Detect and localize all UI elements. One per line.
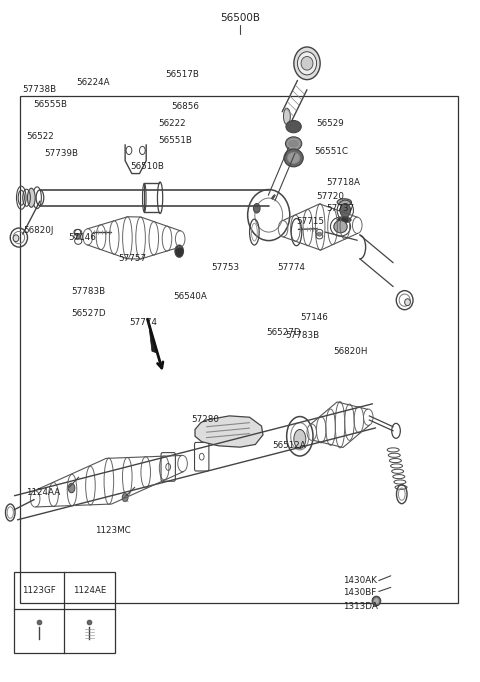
Ellipse shape bbox=[27, 188, 35, 207]
Text: 57146: 57146 bbox=[300, 313, 327, 323]
Circle shape bbox=[175, 245, 183, 257]
Polygon shape bbox=[195, 416, 263, 447]
Text: 56856: 56856 bbox=[171, 102, 199, 110]
Ellipse shape bbox=[340, 203, 350, 217]
Text: 56529: 56529 bbox=[317, 119, 344, 128]
Text: 1124AA: 1124AA bbox=[25, 488, 60, 497]
Text: 56522: 56522 bbox=[26, 132, 54, 141]
Text: 56512A: 56512A bbox=[273, 441, 306, 450]
Text: 1123GF: 1123GF bbox=[23, 586, 56, 595]
Text: 57774: 57774 bbox=[277, 263, 305, 272]
Text: 1123MC: 1123MC bbox=[96, 526, 131, 535]
Text: 57783B: 57783B bbox=[286, 331, 320, 340]
Text: 57757: 57757 bbox=[118, 254, 146, 263]
Ellipse shape bbox=[13, 235, 19, 241]
Ellipse shape bbox=[286, 137, 302, 151]
Ellipse shape bbox=[76, 235, 80, 239]
Text: 56540A: 56540A bbox=[173, 292, 207, 301]
Circle shape bbox=[68, 484, 75, 493]
Bar bbox=[14, 572, 115, 653]
Text: 56555B: 56555B bbox=[33, 100, 67, 108]
Text: 57720: 57720 bbox=[317, 192, 345, 201]
Ellipse shape bbox=[284, 149, 303, 167]
Text: 57737: 57737 bbox=[326, 204, 354, 213]
Ellipse shape bbox=[288, 153, 300, 164]
Ellipse shape bbox=[334, 220, 347, 233]
Ellipse shape bbox=[374, 598, 379, 604]
Text: 1124AE: 1124AE bbox=[73, 586, 106, 595]
Text: 56224A: 56224A bbox=[76, 78, 110, 87]
Text: 56510B: 56510B bbox=[131, 162, 164, 171]
Bar bbox=[20, 96, 458, 603]
Polygon shape bbox=[148, 319, 157, 353]
Ellipse shape bbox=[294, 47, 320, 80]
Text: 56222: 56222 bbox=[158, 119, 186, 128]
Text: 57783B: 57783B bbox=[72, 288, 106, 297]
Text: 57715: 57715 bbox=[297, 217, 324, 226]
Text: 1313DA: 1313DA bbox=[343, 602, 378, 611]
Ellipse shape bbox=[301, 57, 313, 70]
Ellipse shape bbox=[284, 108, 290, 125]
Ellipse shape bbox=[286, 121, 301, 133]
Circle shape bbox=[253, 203, 260, 213]
Text: 56527D: 56527D bbox=[266, 328, 301, 338]
Text: 56820J: 56820J bbox=[24, 226, 54, 235]
Text: 56820H: 56820H bbox=[333, 347, 368, 357]
Text: 57280: 57280 bbox=[191, 415, 219, 424]
Text: 56551B: 56551B bbox=[158, 136, 192, 145]
Ellipse shape bbox=[298, 52, 317, 75]
Ellipse shape bbox=[294, 430, 306, 449]
Circle shape bbox=[122, 494, 128, 502]
Text: 56517B: 56517B bbox=[166, 70, 199, 78]
Text: 57753: 57753 bbox=[211, 263, 240, 272]
Text: 56527D: 56527D bbox=[72, 309, 106, 318]
Ellipse shape bbox=[405, 299, 410, 306]
Ellipse shape bbox=[337, 217, 351, 222]
Text: 57718A: 57718A bbox=[326, 178, 360, 187]
Ellipse shape bbox=[337, 198, 351, 205]
Text: 1430BF: 1430BF bbox=[343, 589, 377, 597]
Ellipse shape bbox=[317, 232, 322, 236]
Ellipse shape bbox=[372, 596, 381, 606]
Text: 57774: 57774 bbox=[129, 318, 157, 327]
Text: 56551C: 56551C bbox=[314, 147, 348, 156]
Text: 57738B: 57738B bbox=[22, 85, 56, 93]
Text: 57739B: 57739B bbox=[44, 149, 78, 158]
Text: 57146: 57146 bbox=[69, 233, 96, 242]
Text: 1430AK: 1430AK bbox=[343, 576, 377, 585]
Text: 56500B: 56500B bbox=[220, 14, 260, 23]
